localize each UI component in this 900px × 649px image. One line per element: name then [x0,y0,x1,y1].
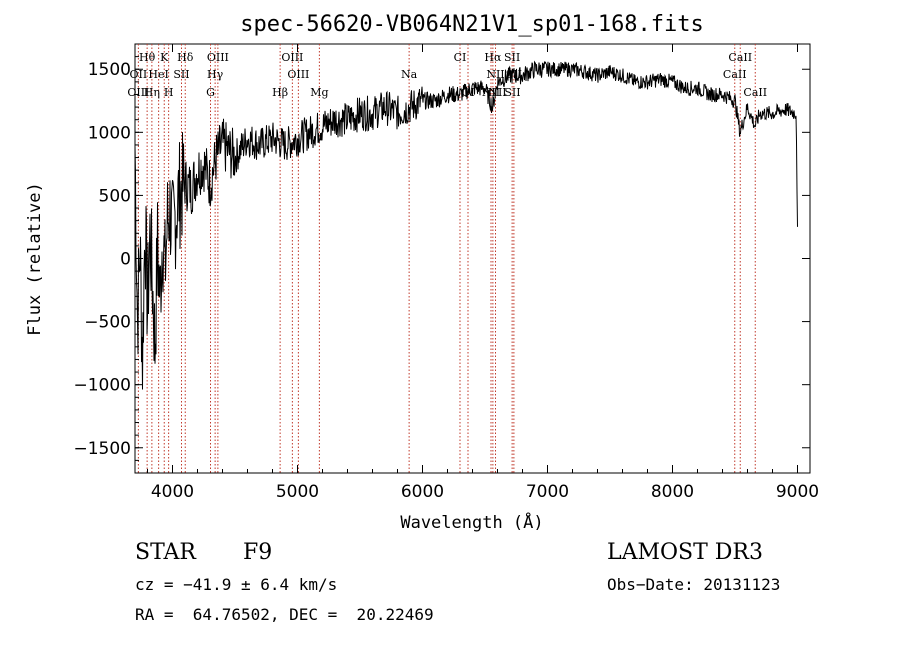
x-axis-label: Wavelength (Å) [400,511,543,533]
obs-date: Obs−Date: 20131123 [607,575,781,594]
line-label: NII [488,86,506,99]
line-label: Mg [310,86,328,99]
y-axis-label: Flux (relative) [25,182,45,336]
spectrum-line [134,60,798,390]
y-tick-label: 1000 [88,123,131,143]
line-label: SII [504,51,520,64]
line-label: OIII [281,51,303,64]
x-tick-label: 4000 [151,482,194,502]
line-label: Hα [484,51,502,64]
coordinates: RA = 64.76502, DEC = 20.22469 [135,605,434,624]
y-tick-label: −500 [84,313,131,333]
y-axis-ticks: −1500 −1000 −500 0 500 1000 1500 [73,56,810,461]
line-label: OIII [127,86,149,99]
y-tick-label: −1500 [73,439,131,459]
line-label: OII [130,68,148,81]
line-label: Hθ [139,51,156,64]
line-label: NII [486,68,504,81]
line-label: NII [482,86,500,99]
line-label: Hβ [272,86,288,99]
x-tick-label: 9000 [776,482,819,502]
line-label: Hη [144,86,160,99]
x-tick-label: 5000 [276,482,319,502]
line-label: K [160,51,169,64]
y-tick-label: 1500 [88,60,131,80]
plot-border [134,43,811,474]
line-label: HeI [148,68,168,81]
line-label: SII [173,68,189,81]
y-tick-label: 0 [120,250,131,270]
chart-title: spec-56620-VB064N21V1_sp01-168.fits [240,12,704,37]
line-label: OIII [287,68,309,81]
x-axis-ticks: 4000 5000 6000 7000 8000 9000 [147,44,819,502]
line-label: Hγ [207,68,224,81]
y-tick-label: −1000 [73,376,131,396]
redshift-cz: cz = −41.9 ± 6.4 km/s [135,575,338,594]
object-class: STAR [135,540,196,565]
plot-frame [134,43,811,474]
object-subclass: F9 [243,540,273,565]
x-tick-label: 6000 [401,482,444,502]
line-label: CI [454,51,467,64]
x-tick-label: 8000 [651,482,694,502]
line-label: CaII [743,86,767,99]
line-label: Hδ [177,51,194,64]
line-label: H [164,86,174,99]
line-label: CaII [728,51,752,64]
emission-line-markers [137,44,756,473]
line-label: OIII [207,51,229,64]
x-tick-label: 7000 [526,482,569,502]
survey-name: LAMOST DR3 [607,540,763,565]
line-label: G [206,86,215,99]
y-tick-label: 500 [99,186,131,206]
line-label: CaII [723,68,747,81]
line-label: SII [504,86,520,99]
line-label: Na [401,68,418,81]
line-label: SII [506,68,522,81]
line-label: OI [461,86,474,99]
